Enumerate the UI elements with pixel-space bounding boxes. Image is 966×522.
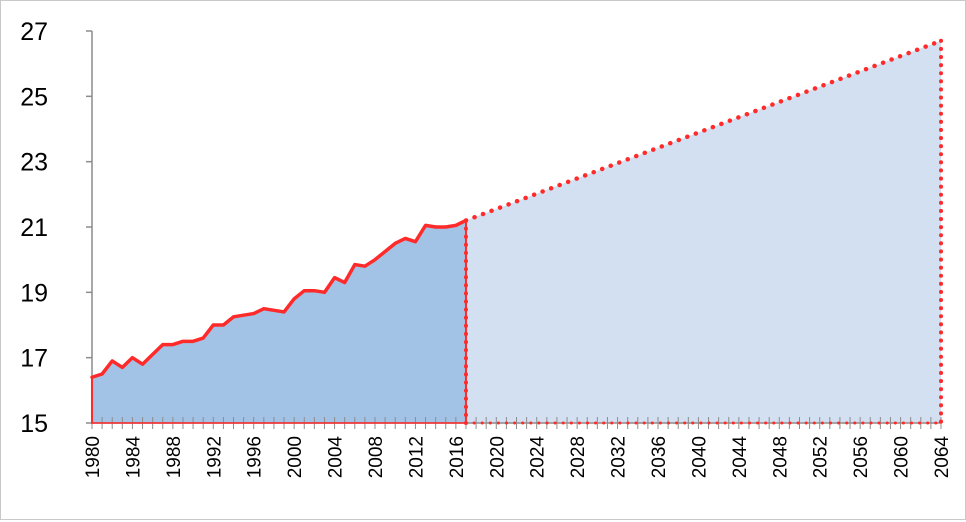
y-tick-label-15: 15 [20, 410, 48, 438]
y-tick-label-17: 17 [20, 345, 48, 373]
series-area-0 [92, 220, 466, 423]
x-tick-label-1988: 1988 [164, 436, 185, 478]
series-area-1 [465, 40, 941, 424]
x-tick-label-2040: 2040 [689, 436, 710, 478]
x-tick-label-2000: 2000 [285, 436, 306, 478]
y-tick-label-21: 21 [20, 214, 48, 242]
x-tick-label-2016: 2016 [447, 436, 468, 478]
x-tick-label-1992: 1992 [204, 436, 225, 478]
y-tick-label-23: 23 [20, 149, 48, 177]
x-tick-label-2020: 2020 [487, 436, 508, 478]
x-tick-label-2036: 2036 [649, 436, 670, 478]
x-tick-label-2044: 2044 [730, 436, 751, 479]
x-tick-label-2056: 2056 [851, 436, 872, 478]
x-tick-label-2008: 2008 [366, 436, 387, 478]
x-tick-label-1980: 1980 [83, 436, 104, 478]
x-tick-label-2052: 2052 [811, 436, 832, 478]
x-tick-label-2048: 2048 [770, 436, 791, 478]
y-tick-label-19: 19 [20, 279, 48, 307]
x-tick-label-2060: 2060 [892, 436, 913, 478]
x-tick-label-2064: 2064 [932, 436, 953, 479]
x-tick-label-1984: 1984 [123, 436, 144, 479]
series-line-1 [463, 38, 944, 223]
y-tick-label-25: 25 [20, 83, 48, 111]
x-tick-label-2024: 2024 [528, 436, 549, 479]
x-tick-label-2004: 2004 [326, 436, 347, 479]
x-tick-label-1996: 1996 [245, 436, 266, 478]
series-line-0 [90, 218, 468, 380]
x-tick-label-2028: 2028 [568, 436, 589, 478]
x-tick-label-2032: 2032 [609, 436, 630, 478]
y-tick-label-27: 27 [20, 18, 48, 46]
x-tick-label-2012: 2012 [406, 436, 427, 478]
